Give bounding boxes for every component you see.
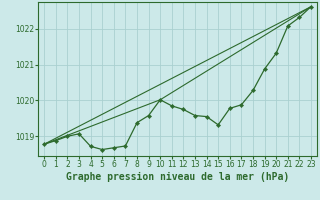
X-axis label: Graphe pression niveau de la mer (hPa): Graphe pression niveau de la mer (hPa) bbox=[66, 172, 289, 182]
